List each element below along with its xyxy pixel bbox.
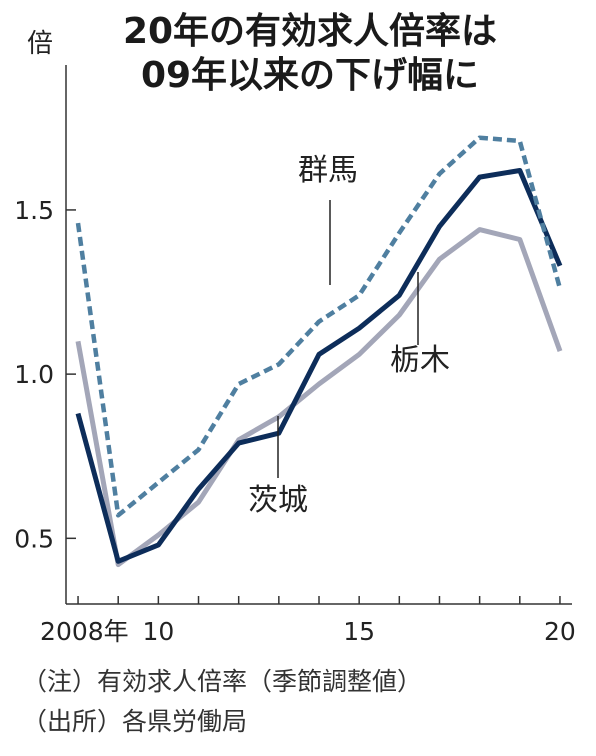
y-tick-label: 1.0: [14, 360, 54, 389]
series-label: 茨城: [248, 483, 308, 518]
chart-title-line1: 20年の有効求人倍率は: [122, 11, 498, 52]
x-tick-label: 20: [544, 617, 576, 646]
footnote-definition: （注）有効求人倍率（季節調整値）: [22, 667, 423, 696]
series-label: 群馬: [298, 153, 358, 188]
series-line-1: [75, 135, 563, 518]
y-tick-label: 0.5: [14, 524, 54, 553]
y-tick-label: 1.5: [14, 196, 54, 225]
series-line-2: [75, 168, 563, 564]
series-label: 栃木: [390, 343, 450, 378]
series-line-3: [75, 227, 563, 568]
x-tick-label: 2008年: [40, 617, 129, 646]
x-tick-label: 10: [142, 617, 174, 646]
x-tick-label: 15: [343, 617, 375, 646]
y-axis-unit-label: 倍: [27, 29, 53, 59]
footnote-source: （出所）各県労働局: [22, 707, 248, 736]
chart-title-line2: 09年以来の下げ幅に: [140, 55, 480, 96]
